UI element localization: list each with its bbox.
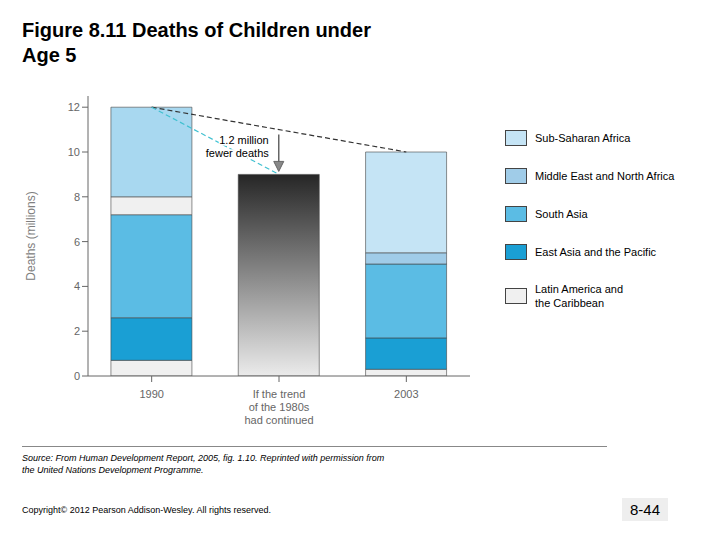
svg-text:Deaths (millions): Deaths (millions) xyxy=(24,191,38,280)
svg-text:1990: 1990 xyxy=(139,388,163,400)
svg-text:10: 10 xyxy=(68,146,80,158)
html-text:Figure 8.11 Deaths of Children: Figure 8.11 Deaths of Children under Age… xyxy=(22,19,371,66)
html-text:Latin America and the Caribbea: Latin America and the Caribbean xyxy=(535,283,624,309)
svg-text:2003: 2003 xyxy=(394,388,418,400)
svg-text:1.2 millionfewer deaths: 1.2 millionfewer deaths xyxy=(206,134,269,159)
svg-text:4: 4 xyxy=(74,280,80,292)
html-text:Middle East and North Africa: Middle East and North Africa xyxy=(535,170,675,182)
svg-text:2: 2 xyxy=(74,325,80,337)
svg-text:12: 12 xyxy=(68,101,80,113)
svg-text:6: 6 xyxy=(74,236,80,248)
html-text:South Asia: South Asia xyxy=(535,208,588,220)
html-text:East Asia and the Pacific: East Asia and the Pacific xyxy=(535,246,657,258)
svg-text:If the trendof the 1980shad co: If the trendof the 1980shad continued xyxy=(244,388,313,426)
html-text:Copyright© 2012 Pearson Addiso: Copyright© 2012 Pearson Addison-Wesley. … xyxy=(22,505,271,515)
html-text:Source: From Human Development: Source: From Human Development Report, 2… xyxy=(22,453,385,475)
svg-text:8: 8 xyxy=(74,191,80,203)
svg-text:0: 0 xyxy=(74,370,80,382)
html-text:Sub-Saharan Africa: Sub-Saharan Africa xyxy=(535,132,631,144)
html-text:8-44: 8-44 xyxy=(630,501,660,518)
